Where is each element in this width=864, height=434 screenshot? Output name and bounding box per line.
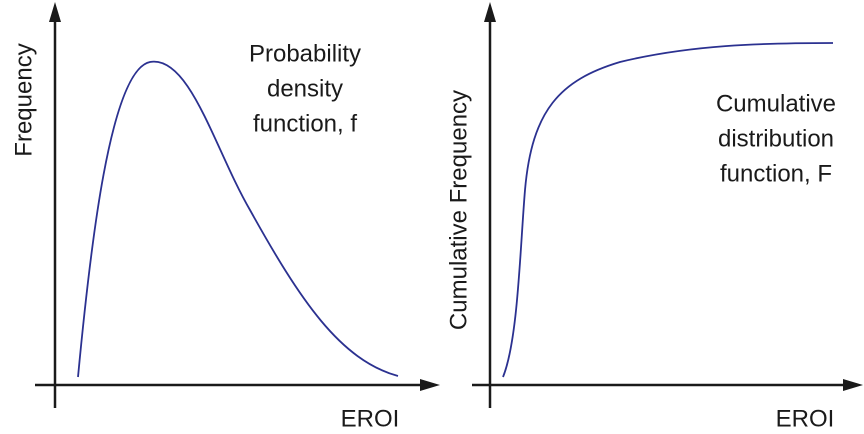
- annotation: density: [267, 75, 343, 102]
- axis-arrow: [420, 379, 440, 391]
- x-axis-label: EROI: [341, 405, 400, 432]
- annotation: Probability: [249, 40, 361, 67]
- axis-arrow: [484, 2, 496, 22]
- y-axis-label: Cumulative Frequency: [445, 90, 472, 330]
- pdf-curve: [77, 61, 399, 378]
- axis-arrow: [49, 2, 61, 22]
- annotation: function, F: [720, 160, 832, 187]
- cdf-curve: [502, 42, 834, 378]
- y-axis-label: Frequency: [10, 43, 37, 156]
- axis-arrow: [843, 379, 863, 391]
- x-axis-label: EROI: [776, 405, 835, 432]
- annotation: distribution: [718, 125, 834, 152]
- annotation: Cumulative: [716, 90, 836, 117]
- annotation: function, f: [253, 110, 357, 137]
